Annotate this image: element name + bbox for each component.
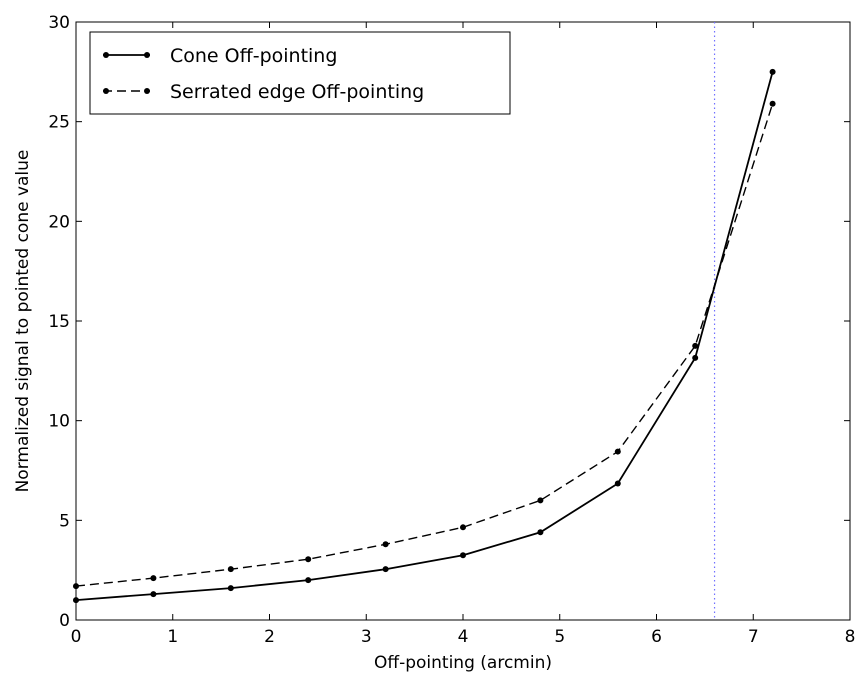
legend-marker xyxy=(144,52,150,58)
y-tick-label: 20 xyxy=(48,212,70,232)
x-tick-label: 4 xyxy=(458,627,469,647)
x-tick-label: 8 xyxy=(845,627,856,647)
legend-label-2: Serrated edge Off-pointing xyxy=(170,81,424,103)
series-layer xyxy=(73,68,776,604)
series-1-point xyxy=(305,577,312,584)
series-1-point xyxy=(692,354,699,361)
x-tick-label: 1 xyxy=(167,627,178,647)
plot-area xyxy=(75,21,851,621)
legend-box xyxy=(89,31,511,115)
legend-label-1: Cone Off-pointing xyxy=(170,45,337,67)
series-2-point xyxy=(769,100,776,107)
axis-ticks: 0 1 2 3 4 5 6 7 8 0 5 10 15 20 25 30 xyxy=(48,13,855,647)
legend: Cone Off-pointing Serrated edge Off-point… xyxy=(89,31,511,115)
series-1-point xyxy=(382,566,389,573)
y-tick-label: 25 xyxy=(48,113,70,133)
series-2-point xyxy=(382,541,389,548)
legend-marker xyxy=(144,88,150,94)
series-1-point xyxy=(460,552,466,559)
series-2-point xyxy=(73,583,79,590)
y-tick-label: 0 xyxy=(59,611,70,631)
series-line-2 xyxy=(75,103,774,587)
series-1-point xyxy=(537,529,544,536)
series-2-point xyxy=(692,342,699,349)
x-axis-label: Off-pointing (arcmin) xyxy=(374,653,552,673)
series-2-point xyxy=(305,556,312,563)
y-tick-label: 15 xyxy=(48,312,70,332)
x-tick-label: 2 xyxy=(264,627,275,647)
series-1-point xyxy=(769,68,776,75)
legend-marker xyxy=(103,88,109,94)
y-tick-label: 30 xyxy=(48,13,70,33)
series-1-point xyxy=(227,585,234,592)
series-2-point xyxy=(227,566,234,573)
x-tick-label: 6 xyxy=(651,627,662,647)
series-1-point xyxy=(73,597,79,604)
series-2-point xyxy=(150,575,157,582)
series-2-point xyxy=(537,497,544,504)
x-tick-label: 7 xyxy=(748,627,759,647)
series-2-point xyxy=(460,524,466,531)
legend-items: Cone Off-pointing Serrated edge Off-point… xyxy=(103,45,424,103)
series-1-point xyxy=(150,591,157,598)
series-line-1 xyxy=(75,71,774,601)
series-1-point xyxy=(614,480,621,487)
y-tick-label: 5 xyxy=(59,511,70,531)
legend-marker xyxy=(103,52,109,58)
x-tick-label: 0 xyxy=(71,627,82,647)
y-axis-label: Normalized signal to pointed cone value xyxy=(13,150,33,493)
y-tick-label: 10 xyxy=(48,412,70,432)
x-tick-label: 5 xyxy=(554,627,565,647)
series-2-point xyxy=(614,448,621,455)
x-tick-label: 3 xyxy=(361,627,372,647)
